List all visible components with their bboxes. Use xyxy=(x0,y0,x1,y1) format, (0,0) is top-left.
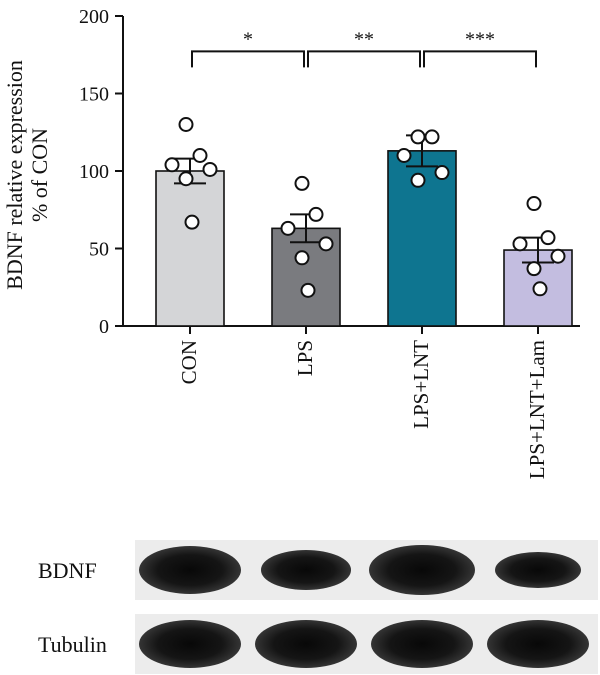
data-point xyxy=(178,117,194,132)
blot-band xyxy=(371,620,473,668)
y-tick-label: 150 xyxy=(79,84,109,106)
data-point xyxy=(192,148,208,163)
y-tick-label: 50 xyxy=(89,239,109,261)
data-point xyxy=(424,129,440,145)
blot-panel-bdnf xyxy=(135,540,598,600)
data-point xyxy=(308,206,324,222)
data-point xyxy=(178,171,194,187)
bar-con xyxy=(155,170,225,327)
data-point xyxy=(550,248,566,264)
x-tick-label: LPS+LNT xyxy=(409,340,433,429)
x-tick-label: CON xyxy=(177,340,201,384)
blot-band xyxy=(487,620,589,668)
significance-label: *** xyxy=(465,28,495,50)
data-point xyxy=(396,148,412,163)
y-tick-label: 0 xyxy=(99,316,109,338)
blot-label-tubulin: Tubulin xyxy=(38,632,107,657)
x-tick-label: LPS xyxy=(293,340,317,376)
data-point xyxy=(434,165,450,181)
significance-bracket xyxy=(423,50,537,68)
blot-label-bdnf: BDNF xyxy=(38,558,97,583)
y-axis-label: % of CON xyxy=(27,128,52,222)
blot-band xyxy=(139,620,241,668)
blot-band xyxy=(369,544,475,596)
y-axis-label: BDNF relative expression xyxy=(2,60,27,290)
data-point xyxy=(526,261,542,277)
data-point xyxy=(184,214,200,230)
data-point xyxy=(294,175,310,191)
y-tick-label: 200 xyxy=(79,6,109,28)
significance-bracket xyxy=(191,50,305,68)
significance-bracket xyxy=(307,50,421,68)
significance-label: ** xyxy=(354,28,374,50)
blot-panel-tubulin xyxy=(135,614,598,674)
data-point xyxy=(164,157,180,173)
y-tick-label: 100 xyxy=(79,161,109,183)
data-point xyxy=(318,236,334,252)
data-point xyxy=(532,281,548,297)
data-point xyxy=(280,220,296,236)
data-point xyxy=(410,172,426,188)
data-point xyxy=(294,250,310,266)
data-point xyxy=(410,129,426,145)
blot-band xyxy=(260,550,352,590)
significance-label: * xyxy=(243,28,253,50)
x-tick-label: LPS+LNT+Lam xyxy=(525,340,549,479)
data-point xyxy=(512,236,528,252)
data-point xyxy=(300,282,316,298)
blot-band xyxy=(255,620,357,668)
data-point xyxy=(202,161,218,177)
blot-band xyxy=(494,551,582,589)
data-point xyxy=(540,230,556,246)
data-point xyxy=(526,196,542,212)
blot-band xyxy=(139,546,241,594)
